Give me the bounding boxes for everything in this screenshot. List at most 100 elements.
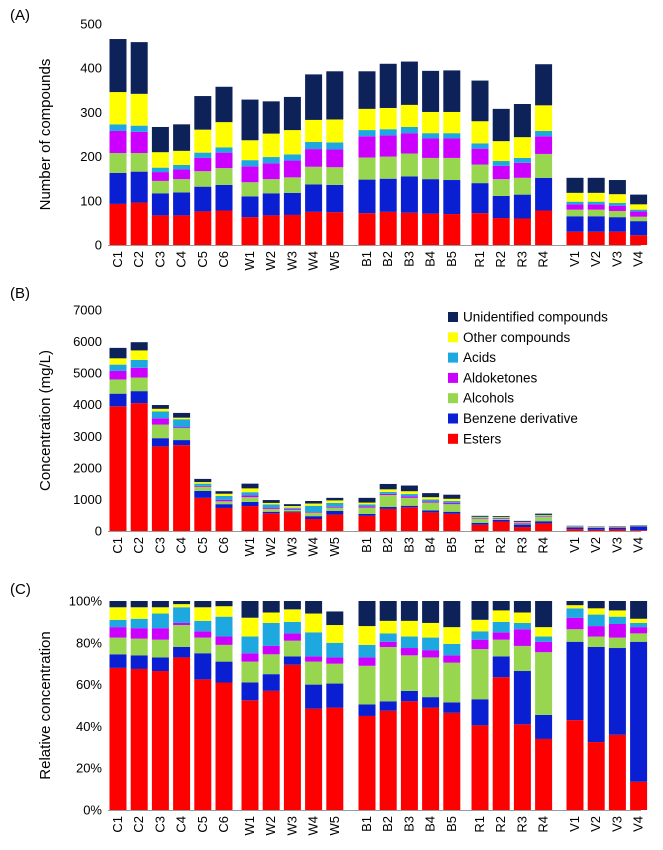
bar-segment-acids <box>587 614 605 627</box>
bar-segment-unidentified-compounds <box>283 504 301 507</box>
bar-segment-benzene-derivative <box>283 656 301 665</box>
bar-segment-other-compounds <box>358 626 376 645</box>
x-tick-label: R2 <box>493 537 508 554</box>
bar-segment-aldoketones <box>400 648 418 656</box>
bar-segment-unidentified-compounds <box>151 405 169 409</box>
y-axis-title: Number of compounds <box>37 59 54 211</box>
bar-segment-other-compounds <box>379 620 397 634</box>
bar-segment-aldoketones <box>422 650 440 658</box>
bar-segment-alcohols <box>358 507 376 514</box>
bar-segment-esters <box>130 403 148 531</box>
bar-segment-benzene-derivative <box>358 179 376 214</box>
panel-label: (C) <box>10 581 31 598</box>
x-tick-label: C1 <box>110 816 125 833</box>
x-tick-label: R3 <box>514 537 529 554</box>
bar-segment-esters <box>400 212 418 245</box>
bar-segment-acids <box>241 492 259 496</box>
legend-label: Benzene derivative <box>463 411 578 426</box>
x-tick-label: C3 <box>152 537 167 554</box>
bar-segment-benzene-derivative <box>305 684 323 709</box>
bar-segment-acids <box>358 504 376 507</box>
x-tick-label: V1 <box>567 537 582 553</box>
bar-segment-esters <box>587 231 605 245</box>
bar-segment-aldoketones <box>130 367 148 378</box>
x-tick-label: W5 <box>327 251 342 271</box>
bar-segment-alcohols <box>422 657 440 698</box>
bar-segment-aldoketones <box>262 645 280 655</box>
bar-segment-esters <box>326 514 344 531</box>
bar-segment-other-compounds <box>151 152 169 168</box>
bar-segment-other-compounds <box>379 107 397 130</box>
bar-segment-benzene-derivative <box>283 511 301 513</box>
x-tick-label: B4 <box>423 251 438 267</box>
bar-segment-unidentified-compounds <box>471 601 489 620</box>
bar-segment-benzene-derivative <box>194 490 212 498</box>
bar-segment-esters <box>379 211 397 245</box>
bar-segment-benzene-derivative <box>471 522 489 525</box>
bar-segment-other-compounds <box>109 358 127 365</box>
bar-segment-alcohols <box>379 646 397 702</box>
bar-segment-unidentified-compounds <box>194 601 212 608</box>
bar-segment-benzene-derivative <box>241 196 259 218</box>
bar-segment-other-compounds <box>305 119 323 143</box>
bar-segment-alcohols <box>379 495 397 508</box>
y-tick-label: 80% <box>76 635 102 650</box>
bar-segment-unidentified-compounds <box>305 501 323 504</box>
x-tick-label: W2 <box>263 537 278 557</box>
bar-segment-aldoketones <box>326 149 344 168</box>
x-tick-label: C3 <box>152 251 167 268</box>
bar-segment-alcohols <box>400 497 418 506</box>
bar-segment-acids <box>283 507 301 509</box>
legend-label: Alcohols <box>463 391 514 406</box>
x-tick-label: W3 <box>284 537 299 557</box>
bar-segment-aldoketones <box>241 653 259 662</box>
bar-segment-other-compounds <box>471 516 489 518</box>
x-tick-label: C2 <box>131 537 146 554</box>
bar-segment-acids <box>443 501 461 503</box>
bar-segment-esters <box>630 781 648 810</box>
bar-segment-esters <box>283 664 301 810</box>
bar-segment-other-compounds <box>422 497 440 500</box>
bar-segment-other-compounds <box>379 489 397 492</box>
bar-segment-alcohols <box>443 504 461 512</box>
bar-segment-alcohols <box>326 507 344 511</box>
panel-1: (B) Concentration (mg/L) 0 1000 2000 3000 4000… <box>10 285 648 557</box>
bar-segment-alcohols <box>130 377 148 392</box>
bar-segment-acids <box>194 483 212 486</box>
bar-segment-other-compounds <box>587 192 605 202</box>
legend-label: Unidentified compounds <box>463 310 608 325</box>
bar-segment-aldoketones <box>566 204 584 210</box>
bar-segment-other-compounds <box>566 192 584 202</box>
bar-segment-aldoketones <box>630 211 648 217</box>
legend-label: Other compounds <box>463 330 571 345</box>
x-tick-label: R3 <box>514 251 529 268</box>
bar-segment-other-compounds <box>630 618 648 623</box>
x-tick-label: V1 <box>567 251 582 267</box>
bar-segment-acids <box>194 152 212 158</box>
bar-segment-esters <box>358 715 376 810</box>
bar-segment-acids <box>358 130 376 137</box>
bar-segment-benzene-derivative <box>109 393 127 407</box>
x-tick-label: W4 <box>306 251 321 271</box>
bar-segment-aldoketones <box>608 205 626 211</box>
bar-segment-acids <box>400 126 418 134</box>
y-tick-label: 0 <box>95 238 102 253</box>
bar-segment-acids <box>513 622 531 630</box>
bar-segment-esters <box>443 513 461 531</box>
bar-segment-benzene-derivative <box>400 690 418 702</box>
bar-segment-aldoketones <box>400 133 418 154</box>
x-tick-label: C1 <box>110 251 125 268</box>
bar-segment-unidentified-compounds <box>173 412 191 418</box>
bar-segment-benzene-derivative <box>241 501 259 507</box>
bar-segment-esters <box>262 513 280 531</box>
bar-segment-acids <box>194 620 212 632</box>
bar-segment-other-compounds <box>241 140 259 161</box>
bar-segment-aldoketones <box>422 501 440 503</box>
bar-segment-acids <box>109 124 127 131</box>
bar-segment-unidentified-compounds <box>305 601 323 614</box>
y-tick-label: 40% <box>76 719 102 734</box>
bar-segment-benzene-derivative <box>566 641 584 721</box>
bar-segment-unidentified-compounds <box>215 491 233 494</box>
bar-segment-unidentified-compounds <box>130 342 148 351</box>
bar-segment-benzene-derivative <box>443 180 461 215</box>
